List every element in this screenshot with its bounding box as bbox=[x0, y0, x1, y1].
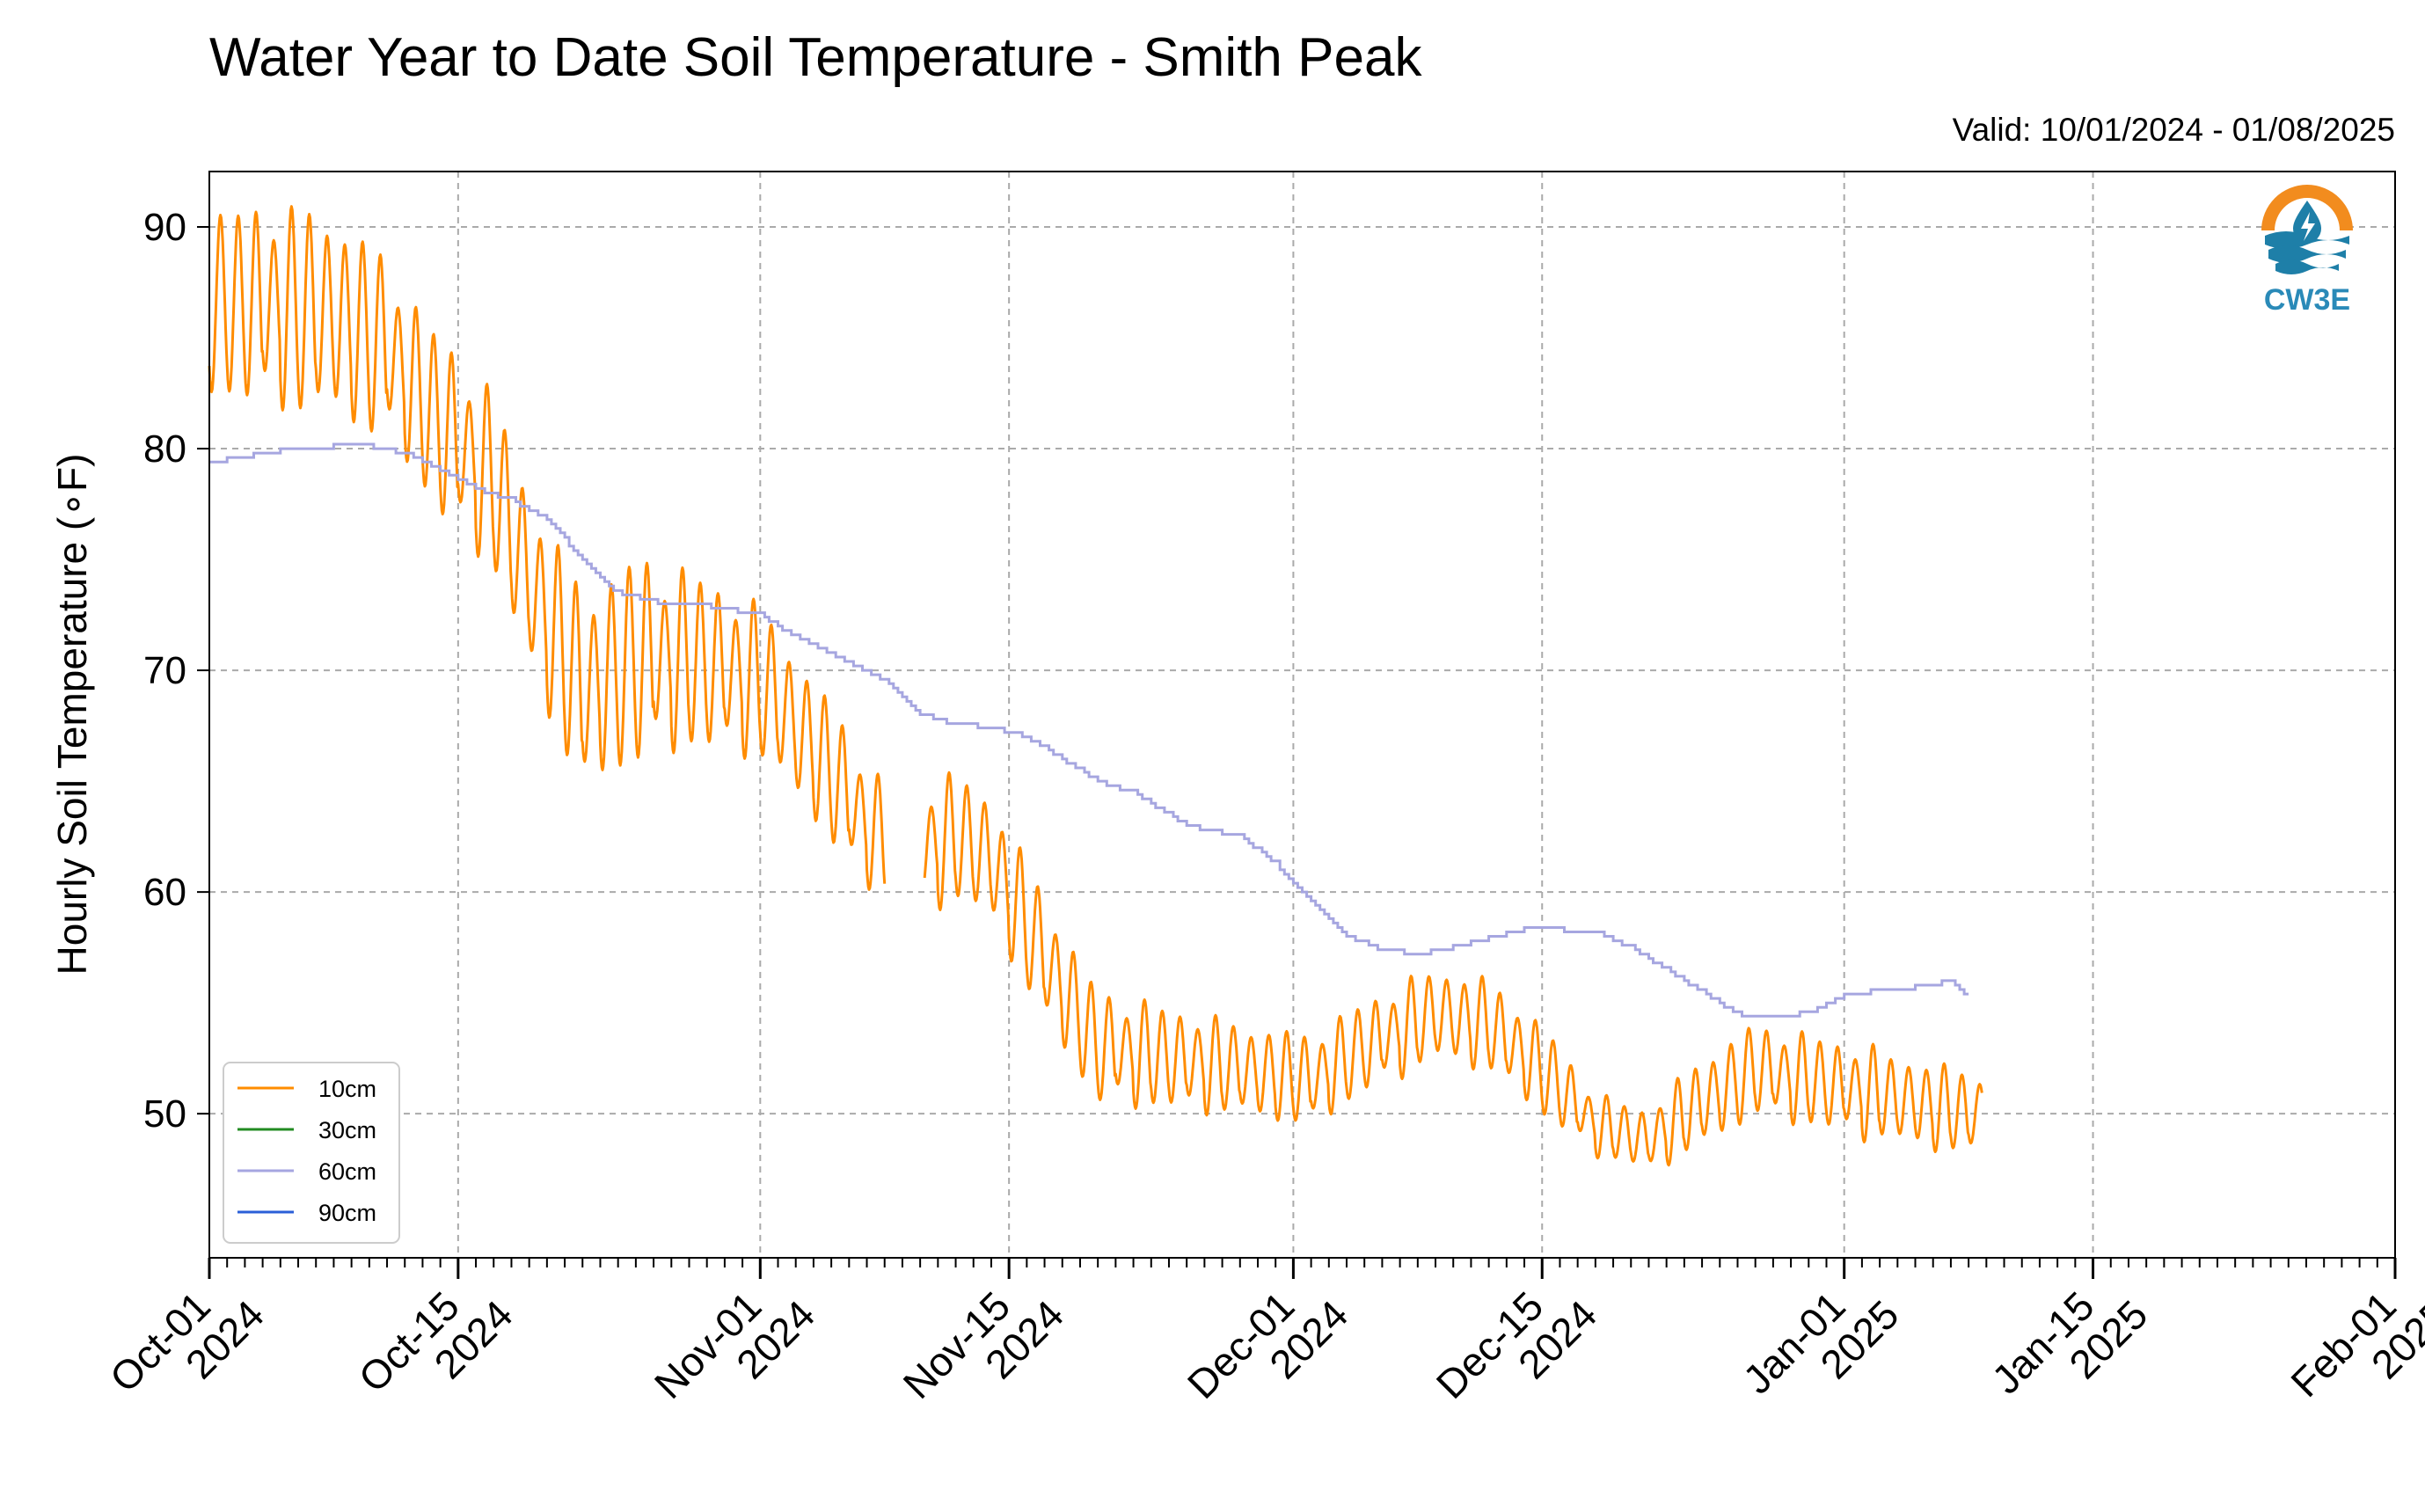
legend-label-60cm: 60cm bbox=[318, 1158, 376, 1185]
y-tick-label: 80 bbox=[143, 427, 186, 471]
cw3e-logo: CW3E bbox=[2256, 185, 2358, 317]
legend-box bbox=[223, 1062, 400, 1244]
plot-area bbox=[208, 171, 2396, 1259]
y-tick-label: 60 bbox=[143, 871, 186, 914]
y-tick-label: 70 bbox=[143, 649, 186, 692]
logo-bolt-icon bbox=[2301, 212, 2315, 241]
legend-label-10cm: 10cm bbox=[318, 1076, 376, 1102]
y-tick-label: 90 bbox=[143, 206, 186, 249]
series-layer bbox=[208, 205, 1983, 1167]
y-tick-label: 50 bbox=[143, 1092, 186, 1136]
y-axis-label: Hourly Soil Temperature (∘F) bbox=[49, 454, 95, 975]
legend-label-30cm: 30cm bbox=[318, 1117, 376, 1143]
chart-title: Water Year to Date Soil Temperature - Sm… bbox=[209, 27, 1422, 88]
legend: 10cm 30cm 60cm 90cm bbox=[223, 1062, 400, 1244]
y-axis-ticks: 50 60 70 80 90 bbox=[143, 206, 209, 1136]
valid-date-range: Valid: 10/01/2024 - 01/08/2025 bbox=[1953, 112, 2395, 148]
series-line-10cm bbox=[208, 205, 1983, 1167]
logo-wave-mid bbox=[2268, 245, 2346, 263]
series-line-60cm bbox=[209, 442, 1969, 1018]
logo-text: CW3E bbox=[2264, 283, 2350, 317]
logo-wave-low bbox=[2275, 259, 2339, 274]
legend-label-90cm: 90cm bbox=[318, 1200, 376, 1226]
